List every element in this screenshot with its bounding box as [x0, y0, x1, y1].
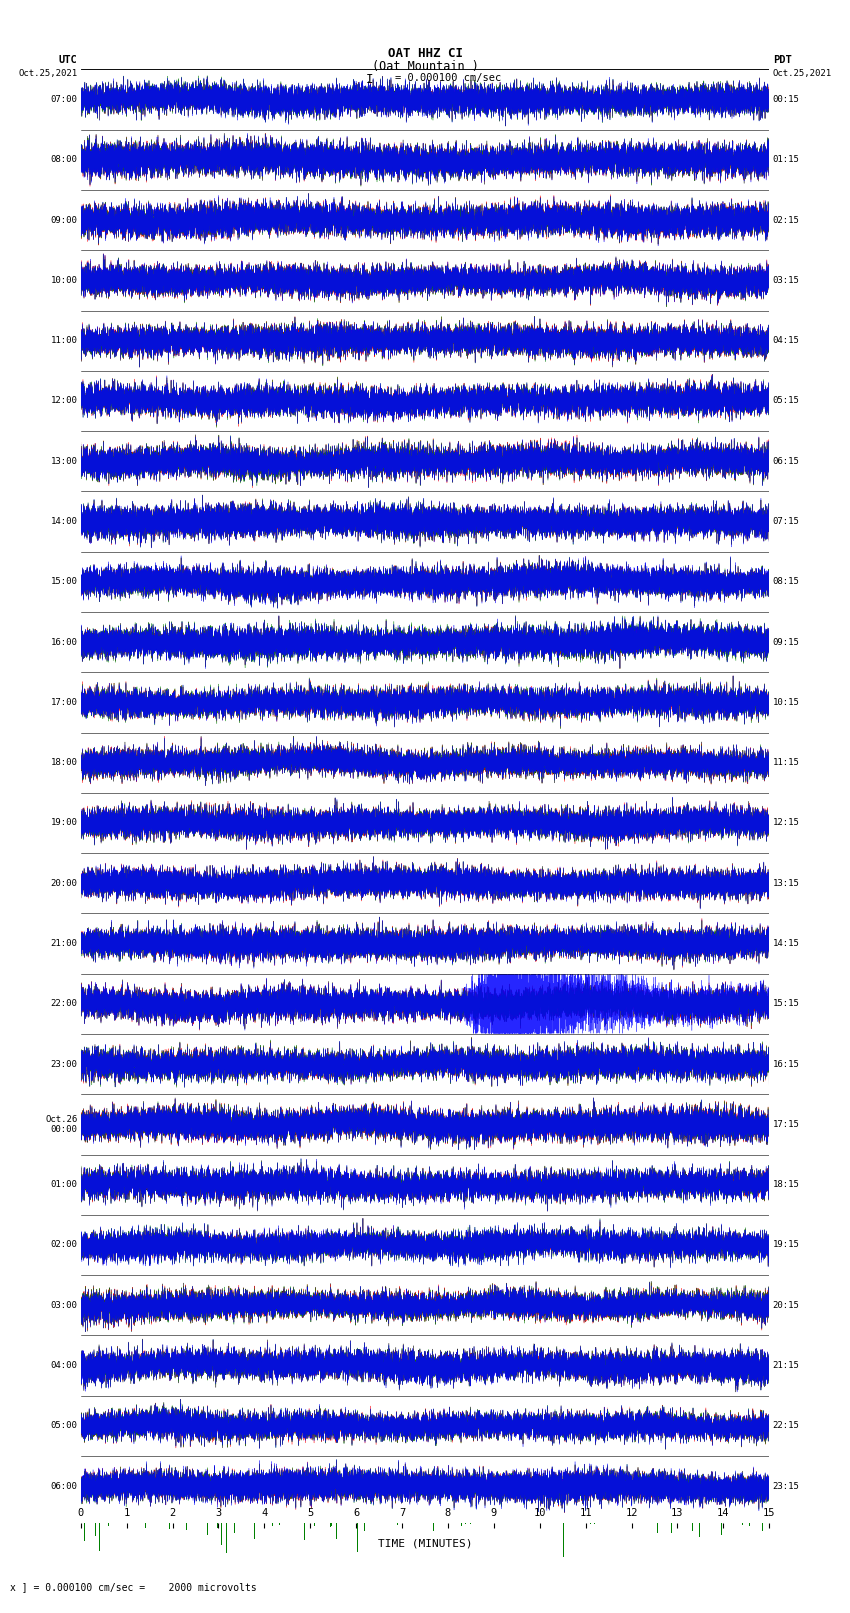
Text: 09:00: 09:00: [50, 216, 77, 224]
Text: 19:00: 19:00: [50, 818, 77, 827]
Text: 06:00: 06:00: [50, 1482, 77, 1490]
Text: TIME (MINUTES): TIME (MINUTES): [377, 1539, 473, 1548]
Text: 22:15: 22:15: [773, 1421, 800, 1431]
Text: 00:15: 00:15: [773, 95, 800, 103]
Text: 18:15: 18:15: [773, 1181, 800, 1189]
Text: 04:00: 04:00: [50, 1361, 77, 1369]
Text: 03:00: 03:00: [50, 1300, 77, 1310]
Text: OAT HHZ CI: OAT HHZ CI: [388, 47, 462, 60]
Text: 21:15: 21:15: [773, 1361, 800, 1369]
Text: 18:00: 18:00: [50, 758, 77, 768]
Text: 14:00: 14:00: [50, 518, 77, 526]
Text: 11:00: 11:00: [50, 336, 77, 345]
Text: 07:15: 07:15: [773, 518, 800, 526]
Text: Oct.25,2021: Oct.25,2021: [18, 69, 77, 79]
Text: 02:15: 02:15: [773, 216, 800, 224]
Text: 17:15: 17:15: [773, 1119, 800, 1129]
Text: 14:15: 14:15: [773, 939, 800, 948]
Text: 05:15: 05:15: [773, 397, 800, 405]
Text: 08:00: 08:00: [50, 155, 77, 165]
Text: 12:00: 12:00: [50, 397, 77, 405]
Text: 16:15: 16:15: [773, 1060, 800, 1068]
Text: PDT: PDT: [773, 55, 791, 65]
Text: 10:15: 10:15: [773, 698, 800, 706]
Text: 01:15: 01:15: [773, 155, 800, 165]
Text: 09:15: 09:15: [773, 637, 800, 647]
Text: 19:15: 19:15: [773, 1240, 800, 1250]
Text: 23:00: 23:00: [50, 1060, 77, 1068]
Text: = 0.000100 cm/sec: = 0.000100 cm/sec: [395, 73, 501, 82]
Text: 13:15: 13:15: [773, 879, 800, 887]
Text: 15:00: 15:00: [50, 577, 77, 586]
Text: Oct.26
00:00: Oct.26 00:00: [45, 1115, 77, 1134]
Text: 20:15: 20:15: [773, 1300, 800, 1310]
Text: 15:15: 15:15: [773, 1000, 800, 1008]
Text: 16:00: 16:00: [50, 637, 77, 647]
Text: Oct.25,2021: Oct.25,2021: [773, 69, 832, 79]
Text: 03:15: 03:15: [773, 276, 800, 286]
Text: 04:15: 04:15: [773, 336, 800, 345]
Text: UTC: UTC: [59, 55, 77, 65]
Text: 12:15: 12:15: [773, 818, 800, 827]
Text: x ] = 0.000100 cm/sec =    2000 microvolts: x ] = 0.000100 cm/sec = 2000 microvolts: [10, 1582, 257, 1592]
Text: 02:00: 02:00: [50, 1240, 77, 1250]
Text: 20:00: 20:00: [50, 879, 77, 887]
Text: 22:00: 22:00: [50, 1000, 77, 1008]
Text: 08:15: 08:15: [773, 577, 800, 586]
Text: 17:00: 17:00: [50, 698, 77, 706]
Text: 23:15: 23:15: [773, 1482, 800, 1490]
Text: 21:00: 21:00: [50, 939, 77, 948]
Text: I: I: [366, 73, 373, 85]
Text: 10:00: 10:00: [50, 276, 77, 286]
Text: 05:00: 05:00: [50, 1421, 77, 1431]
Text: 06:15: 06:15: [773, 456, 800, 466]
Text: 11:15: 11:15: [773, 758, 800, 768]
Text: 01:00: 01:00: [50, 1181, 77, 1189]
Text: 07:00: 07:00: [50, 95, 77, 103]
Text: (Oat Mountain ): (Oat Mountain ): [371, 60, 479, 73]
Text: 13:00: 13:00: [50, 456, 77, 466]
